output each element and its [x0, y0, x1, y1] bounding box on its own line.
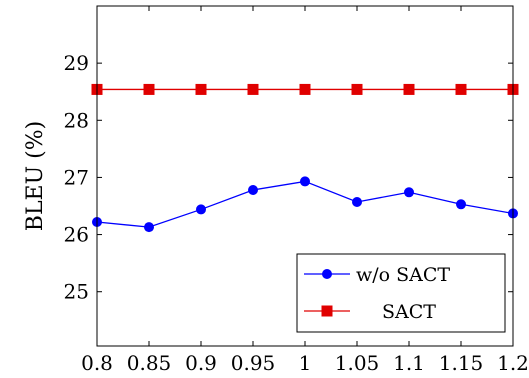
x-tick-label: 1.1	[393, 351, 425, 375]
x-tick-label: 0.9	[185, 351, 217, 375]
legend-swatch-marker-sact	[321, 305, 333, 317]
data-point-sact	[455, 83, 467, 95]
data-point-w-o-sact	[196, 204, 206, 215]
data-point-sact	[195, 83, 207, 95]
data-point-sact	[299, 83, 311, 95]
y-tick-label: 29	[64, 51, 89, 75]
data-point-sact	[351, 83, 363, 95]
x-tick-label: 0.95	[231, 351, 276, 375]
series-layer	[91, 83, 519, 233]
data-point-w-o-sact	[248, 185, 258, 195]
y-tick-label: 25	[64, 280, 89, 304]
y-axis-title: BLEU (%)	[23, 121, 48, 231]
legend-label-sact: SACT	[382, 301, 436, 323]
series-line-w-o-sact	[96, 180, 514, 228]
x-tick-label: 1.05	[335, 351, 380, 375]
legend-box	[296, 253, 506, 333]
y-tick-label: 26	[64, 223, 89, 247]
data-point-w-o-sact	[300, 176, 310, 187]
legend: w/o SACT SACT	[296, 253, 506, 333]
data-point-w-o-sact	[404, 187, 414, 198]
data-point-sact	[247, 83, 259, 95]
legend-label-wo-sact: w/o SACT	[356, 264, 450, 286]
ticks-layer: 0.8 0.85 0.9 0.95 1 1.05 1.1 1.15 1.2 25 26 27 28 29	[64, 6, 529, 375]
legend-swatch-marker-wo-sact	[322, 269, 332, 279]
data-point-w-o-sact	[352, 197, 362, 207]
data-point-w-o-sact	[144, 222, 154, 233]
x-tick-label: 1.2	[497, 351, 529, 375]
y-tick-label: 27	[64, 165, 89, 189]
x-tick-label: 1.15	[439, 351, 484, 375]
data-point-sact	[403, 83, 415, 95]
data-point-w-o-sact	[456, 199, 466, 210]
x-tick-label: 1	[299, 351, 312, 375]
y-tick-label: 28	[64, 108, 89, 132]
x-tick-label: 0.8	[81, 351, 113, 375]
x-tick-label: 0.85	[127, 351, 172, 375]
data-point-sact	[143, 83, 155, 95]
